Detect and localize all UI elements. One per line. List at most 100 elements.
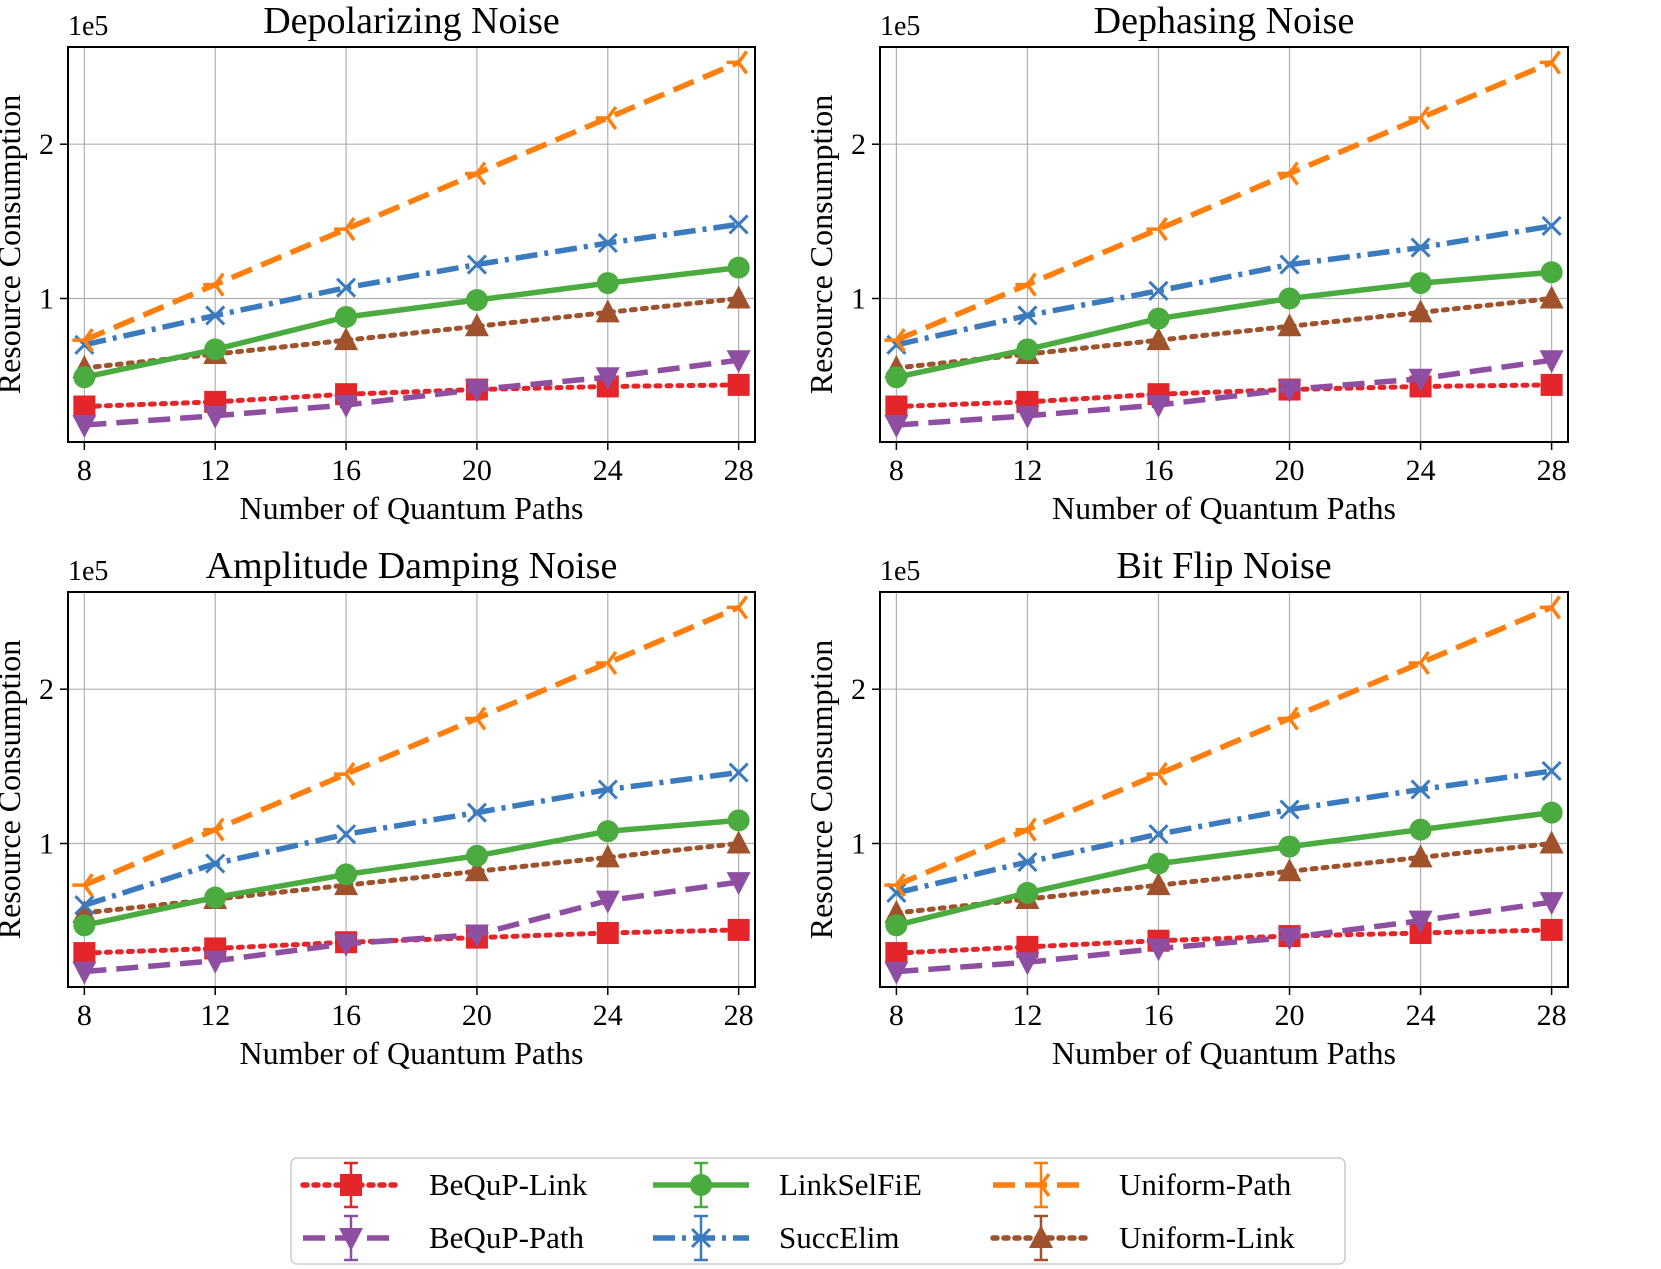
x-tick-label: 24 xyxy=(1406,999,1436,1032)
data-point-linkselfie xyxy=(1278,835,1301,858)
data-point-uniform-path xyxy=(595,105,618,131)
y-scale-label: 1e5 xyxy=(880,11,920,42)
x-tick-label: 20 xyxy=(1275,999,1305,1032)
data-point-succelim xyxy=(74,895,95,916)
x-tick-label: 20 xyxy=(1275,454,1305,487)
series-line-bequp-path xyxy=(84,357,739,428)
data-point-uniform-link xyxy=(464,313,489,337)
series-line-bequp-link xyxy=(81,927,742,956)
data-point-succelim xyxy=(1148,280,1169,301)
data-point-uniform-link xyxy=(334,327,359,351)
legend-label: SuccElim xyxy=(779,1220,900,1255)
data-point-bequp-path xyxy=(203,950,228,974)
data-point-uniform-path xyxy=(595,650,618,676)
data-point-bequp-path xyxy=(1539,892,1564,916)
axes-frame xyxy=(67,46,756,443)
data-point-uniform-path xyxy=(72,873,94,898)
x-axis-label: Number of Quantum Paths xyxy=(1052,1035,1396,1071)
y-scale-label: 1e5 xyxy=(880,556,920,587)
data-point-uniform-path xyxy=(726,595,749,620)
data-point-linkselfie xyxy=(73,914,96,937)
data-point-succelim xyxy=(1410,779,1431,800)
x-tick-label: 12 xyxy=(200,999,230,1032)
chart-title: Depolarizing Noise xyxy=(263,0,560,42)
x-tick-label: 12 xyxy=(1012,454,1042,487)
data-point-bequp-path xyxy=(884,961,909,985)
data-point-linkselfie xyxy=(204,886,227,909)
data-point-bequp-link xyxy=(885,942,908,965)
legend-label: BeQuP-Path xyxy=(429,1220,585,1255)
data-point-succelim xyxy=(1017,305,1038,326)
data-point-uniform-link xyxy=(1146,327,1171,351)
series-line-uniform-path xyxy=(895,604,1553,888)
series-group xyxy=(884,50,1564,439)
y-tick-label: 1 xyxy=(39,828,54,861)
y-tick-label: 1 xyxy=(39,283,54,316)
x-tick-label: 16 xyxy=(331,999,361,1032)
legend-entry-uniform-path: Uniform-Path xyxy=(993,1161,1292,1209)
series-group xyxy=(884,595,1564,985)
data-point-uniform-link xyxy=(1408,844,1433,868)
series-line-bequp-link xyxy=(81,382,742,409)
x-tick-label: 8 xyxy=(77,999,92,1032)
data-point-linkselfie xyxy=(885,914,908,937)
y-scale-label: 1e5 xyxy=(68,556,108,587)
data-point-uniform-link xyxy=(1539,830,1564,854)
x-tick-label: 28 xyxy=(724,999,754,1032)
data-point-uniform-path xyxy=(1146,762,1168,787)
data-point-bequp-path xyxy=(203,405,228,429)
x-tick-label: 8 xyxy=(889,454,904,487)
legend-marker xyxy=(1029,1172,1051,1198)
y-tick-label: 2 xyxy=(851,673,866,706)
y-tick-label: 2 xyxy=(39,128,54,161)
data-point-linkselfie xyxy=(727,256,750,279)
series-line-bequp-path xyxy=(896,899,1552,975)
series-line-uniform-link xyxy=(893,841,1555,916)
data-point-uniform-path xyxy=(726,50,749,75)
data-point-linkselfie xyxy=(1147,307,1170,330)
data-point-succelim xyxy=(205,853,226,874)
data-point-bequp-path xyxy=(334,933,359,957)
data-point-linkselfie xyxy=(596,820,619,843)
data-point-succelim xyxy=(1148,824,1169,845)
data-point-linkselfie xyxy=(1147,852,1170,875)
data-point-bequp-path xyxy=(595,890,620,914)
data-point-bequp-path xyxy=(1015,405,1040,429)
data-point-uniform-path xyxy=(1539,595,1562,620)
data-point-linkselfie xyxy=(1409,272,1432,295)
data-point-bequp-path xyxy=(1408,368,1433,392)
data-point-uniform-path xyxy=(334,217,356,242)
data-point-uniform-link xyxy=(1408,299,1433,323)
y-axis-label: Resource Consumption xyxy=(0,95,27,395)
y-scale-label: 1e5 xyxy=(68,11,108,42)
x-axis-label: Number of Quantum Paths xyxy=(240,490,584,526)
data-point-bequp-path xyxy=(72,415,97,439)
chart-title: Bit Flip Noise xyxy=(1116,545,1331,587)
x-tick-label: 24 xyxy=(593,999,623,1032)
data-point-uniform-link xyxy=(726,830,751,854)
data-point-uniform-link xyxy=(1277,858,1302,882)
y-axis-label: Resource Consumption xyxy=(0,640,27,940)
x-tick-label: 16 xyxy=(1143,454,1173,487)
x-tick-label: 28 xyxy=(1537,999,1567,1032)
data-point-bequp-path xyxy=(1146,394,1171,418)
x-axis-label: Number of Quantum Paths xyxy=(1052,490,1396,526)
series-group xyxy=(72,50,751,439)
series-line-uniform-path xyxy=(83,604,740,888)
data-point-uniform-path xyxy=(1277,706,1299,731)
axes-frame xyxy=(879,591,1569,988)
data-point-bequp-path xyxy=(464,924,489,948)
x-axis-label: Number of Quantum Paths xyxy=(240,1035,584,1071)
data-point-linkselfie xyxy=(1278,287,1301,310)
data-point-bequp-path xyxy=(1015,952,1040,976)
y-axis-label: Resource Consumption xyxy=(803,95,839,395)
data-point-succelim xyxy=(597,779,618,800)
legend-label: BeQuP-Link xyxy=(429,1167,588,1202)
x-tick-label: 20 xyxy=(462,454,492,487)
legend-marker xyxy=(1029,1225,1053,1248)
data-point-succelim xyxy=(1541,760,1562,782)
data-point-uniform-link xyxy=(726,285,751,309)
data-point-linkselfie xyxy=(335,306,358,329)
x-tick-label: 8 xyxy=(77,454,92,487)
data-point-bequp-link xyxy=(73,395,96,418)
